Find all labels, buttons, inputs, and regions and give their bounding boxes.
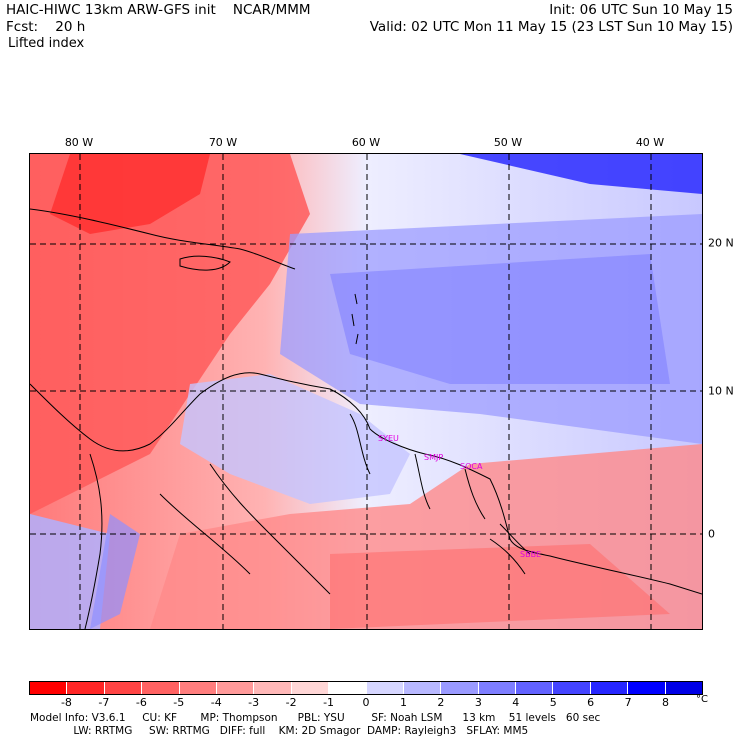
init-time: Init: 06 UTC Sun 10 May 15 [549,2,733,18]
colorbar-cell [665,682,703,694]
lat-label-0: 0 [708,527,715,541]
field-name: Lifted index [8,36,85,51]
lifted-index-map: SYEU SMJP SOCA SBBE [29,153,703,630]
colorbar-cell [67,682,105,694]
border-lines [349,413,486,520]
pacific-coast [84,453,103,629]
colorbar-tick-label: -5 [173,696,185,709]
station-sbbe: SBBE [520,550,541,559]
colorbar-cell [553,682,591,694]
lon-label-60w: 60 W [351,136,381,149]
venezuela-stable-region [180,374,410,504]
lon-label-40w: 40 W [635,136,665,149]
lat-label-20n: 20 N [708,236,734,250]
colorbar-cell [628,682,666,694]
station-smjp: SMJP [424,453,443,462]
atlantic-stable-core [330,254,670,384]
map-canvas: SYEU SMJP SOCA SBBE [30,154,702,629]
colorbar-tick-label: -6 [135,696,147,709]
lon-label-70w: 70 W [208,136,238,149]
graticule [30,154,702,629]
colorbar-tick-label: 1 [399,696,407,709]
lat-label-10n: 10 N [708,384,734,398]
colorbar-tick-label: 2 [437,696,445,709]
colorbar-cell [590,682,629,694]
colorbar-cell [254,682,292,694]
colorbar-cell [403,682,442,694]
colorbar-cell [441,682,479,694]
forecast-hour: Fcst: 20 h [6,19,86,35]
colorbar-tick-label: 6 [587,696,595,709]
model-info-line1: Model Info: V3.6.1 CU: KF MP: Thompson P… [30,712,601,724]
model-title: HAIC-HIWC 13km ARW-GFS init NCAR/MMM [6,2,311,18]
colorbar-tick-label: -4 [210,696,222,709]
colorbar-tick-label: -8 [60,696,72,709]
colorbar-cell [478,682,517,694]
hispaniola-coast [179,255,231,271]
atlantic-deep-stable-region [460,154,702,194]
colorbar-tick-label: 8 [662,696,670,709]
model-info-line2: LW: RRTMG SW: RRTMG DIFF: full KM: 2D Sm… [30,725,529,737]
station-syeu: SYEU [378,434,399,443]
colorbar-cell [366,682,404,694]
colorbar-cell [179,682,217,694]
colorbar-tick-label: -3 [248,696,260,709]
colorbar-tick-label: 0 [362,696,370,709]
lon-label-80w: 80 W [64,136,94,149]
colorbar-cell [329,682,367,694]
colorbar-cell [216,682,255,694]
lesser-antilles [351,293,359,345]
colorbar-tick-label: 3 [474,696,482,709]
colorbar-cell [142,682,180,694]
colorbar-tick-label: 5 [549,696,557,709]
south-america-north-coast [30,372,702,595]
lon-label-50w: 50 W [493,136,523,149]
colorbar-tick-label: -7 [98,696,110,709]
colorbar-cell [516,682,554,694]
colorbar-tick-label: -2 [285,696,297,709]
colorbar-tick-label: -1 [323,696,335,709]
station-soca: SOCA [460,462,483,471]
colorbar-cell [104,682,143,694]
valid-time: Valid: 02 UTC Mon 11 May 15 (23 LST Sun … [369,19,733,35]
andes-stable-region [90,514,140,629]
caribbean-core-region [50,154,210,234]
pacific-stable-region [30,514,110,629]
colorbar-cell [30,682,68,694]
colorbar-cell [291,682,330,694]
colorbar-tick-label: 4 [512,696,520,709]
colorbar-tick-label: 7 [624,696,632,709]
colorbar-unit: °C [696,694,708,705]
colorbar [29,681,703,695]
amazon-core-region [330,544,670,629]
